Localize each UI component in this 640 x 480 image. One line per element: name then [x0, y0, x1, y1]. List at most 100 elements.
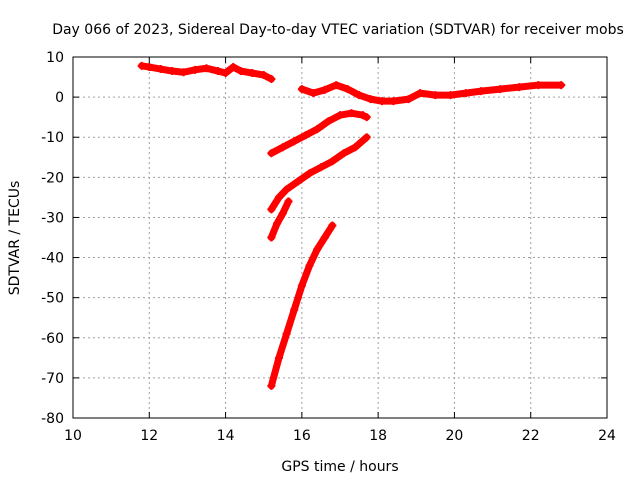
series-arc-3 — [267, 109, 371, 158]
data-point — [313, 245, 322, 254]
data-point — [431, 91, 440, 100]
data-point — [221, 69, 230, 78]
y-tick-label: 0 — [55, 90, 64, 106]
data-point — [297, 85, 306, 94]
series-group — [137, 61, 566, 390]
y-tick-label: -40 — [41, 251, 64, 267]
series-line — [267, 109, 371, 157]
data-point — [320, 85, 329, 94]
y-tick-label: -20 — [41, 170, 64, 186]
data-point — [366, 95, 375, 104]
x-tick-label: 22 — [522, 428, 540, 444]
series-line — [267, 197, 293, 241]
series-arc-6 — [267, 221, 337, 390]
data-point — [496, 85, 505, 94]
data-point — [267, 381, 276, 390]
y-tick-label: -60 — [41, 331, 64, 347]
data-point — [259, 71, 268, 80]
data-point — [313, 125, 322, 134]
y-tick-label: -50 — [41, 291, 64, 307]
data-point — [294, 177, 303, 186]
data-point — [290, 137, 299, 146]
data-point — [290, 305, 299, 314]
data-point — [278, 209, 287, 218]
data-point — [316, 163, 325, 172]
y-tick-label: 10 — [46, 50, 64, 66]
data-point — [202, 64, 211, 73]
data-point — [274, 193, 283, 202]
data-point — [191, 65, 200, 74]
data-point — [213, 67, 222, 76]
y-axis-label: SDTVAR / TECUs — [7, 181, 23, 296]
data-point — [515, 83, 524, 92]
data-point — [301, 131, 310, 140]
data-point — [297, 281, 306, 290]
data-point — [282, 329, 291, 338]
y-tick-label: -10 — [41, 130, 64, 146]
series-arc-1 — [137, 61, 276, 84]
series-arc-5 — [267, 197, 293, 242]
data-point — [328, 157, 337, 166]
data-point — [156, 65, 165, 74]
data-point — [267, 205, 276, 214]
y-tick-label: -70 — [41, 371, 64, 387]
data-point — [389, 97, 398, 106]
plot-frame — [72, 56, 608, 419]
data-point — [168, 67, 177, 76]
data-point — [461, 89, 470, 98]
chart-title: Day 066 of 2023, Sidereal Day-to-day VTE… — [52, 22, 624, 38]
data-point — [534, 81, 543, 90]
data-point — [328, 221, 337, 230]
grid — [73, 57, 607, 418]
data-point — [446, 91, 455, 100]
data-point — [248, 69, 257, 78]
y-tick-label: -30 — [41, 210, 64, 226]
data-point — [362, 133, 371, 142]
data-point — [284, 197, 293, 206]
ticks: 10 12 14 16 18 20 22 24 10 0 -10 -20 -30 -40 -50 -60 -70… — [41, 50, 616, 444]
data-point — [305, 169, 314, 178]
x-tick-label: 12 — [140, 428, 158, 444]
data-point — [179, 68, 188, 77]
x-tick-label: 20 — [446, 428, 464, 444]
data-point — [236, 67, 245, 76]
data-point — [336, 111, 344, 120]
data-point — [477, 87, 486, 96]
data-point — [377, 97, 386, 106]
data-point — [278, 143, 287, 152]
data-point — [267, 75, 276, 84]
data-point — [324, 117, 333, 126]
data-point — [339, 149, 348, 158]
data-point — [343, 85, 352, 94]
series-line — [267, 133, 371, 213]
data-point — [229, 63, 238, 72]
series-arc-2 — [297, 81, 566, 106]
data-point — [320, 233, 329, 242]
data-point — [355, 91, 364, 100]
data-point — [557, 81, 566, 90]
data-point — [351, 143, 360, 152]
data-point — [267, 149, 276, 158]
data-point — [332, 81, 341, 90]
data-point — [404, 95, 413, 104]
data-point — [416, 89, 425, 98]
x-tick-label: 16 — [293, 428, 311, 444]
data-point — [273, 219, 282, 228]
x-tick-label: 10 — [64, 428, 82, 444]
data-point — [309, 89, 318, 98]
y-tick-label: -80 — [41, 411, 64, 427]
data-point — [145, 63, 154, 72]
series-arc-4 — [267, 133, 371, 214]
data-point — [347, 109, 356, 118]
x-tick-label: 24 — [598, 428, 616, 444]
data-point — [267, 233, 276, 242]
data-point — [305, 261, 314, 270]
x-tick-label: 18 — [369, 428, 387, 444]
series-line — [267, 221, 336, 390]
x-tick-label: 14 — [217, 428, 235, 444]
data-point — [362, 113, 371, 122]
data-point — [282, 185, 291, 194]
x-axis-label: GPS time / hours — [281, 459, 398, 475]
